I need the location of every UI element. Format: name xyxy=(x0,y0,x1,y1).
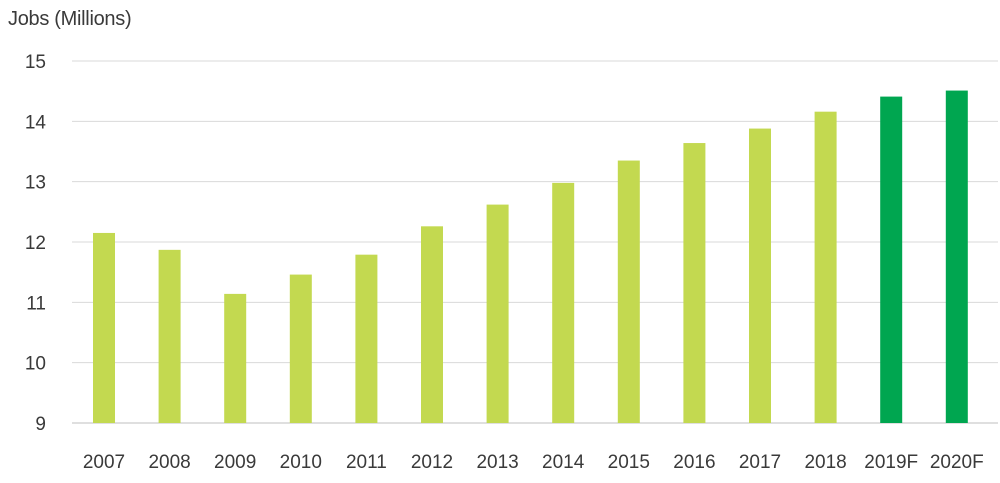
x-tick-label: 2008 xyxy=(148,452,190,473)
x-tick-label: 2014 xyxy=(542,452,585,473)
x-tick-label: 2019F xyxy=(864,452,918,473)
x-tick-label: 2020F xyxy=(930,452,984,473)
y-tick-label: 9 xyxy=(35,414,46,435)
bar-2014 xyxy=(552,182,575,423)
x-tick-label: 2010 xyxy=(280,452,322,473)
y-axis-ticks: 9 10 11 12 13 14 15 xyxy=(25,52,47,435)
y-tick-label: 15 xyxy=(25,52,46,73)
x-tick-label: 2009 xyxy=(214,452,256,473)
y-tick-label: 12 xyxy=(25,233,46,254)
bars xyxy=(93,90,968,424)
y-tick-label: 11 xyxy=(26,293,46,314)
bar-2019f xyxy=(880,96,903,423)
bar-2016 xyxy=(683,143,706,423)
bar-2013 xyxy=(486,204,509,423)
x-tick-label: 2016 xyxy=(673,452,715,473)
bar-2011 xyxy=(355,254,378,423)
bar-2015 xyxy=(617,160,640,424)
x-tick-label: 2012 xyxy=(411,452,453,473)
x-axis-ticks: 2007 2008 2009 2010 2011 2012 2013 2014 2015 2016… xyxy=(83,452,984,473)
x-tick-label: 2018 xyxy=(804,452,846,473)
x-tick-label: 2007 xyxy=(83,452,125,473)
bar-2018 xyxy=(814,111,837,424)
bar-2012 xyxy=(421,226,443,423)
x-tick-label: 2013 xyxy=(476,452,518,473)
y-tick-label: 10 xyxy=(25,354,46,375)
y-axis-label: Jobs (Millions) xyxy=(8,8,132,30)
gridlines xyxy=(72,60,998,424)
bar-2009 xyxy=(224,293,247,423)
bar-2020f xyxy=(945,90,968,424)
x-tick-label: 2015 xyxy=(608,452,650,473)
bar-2008 xyxy=(158,249,181,423)
y-tick-label: 13 xyxy=(25,173,46,194)
y-tick-label: 14 xyxy=(25,112,47,133)
x-tick-label: 2011 xyxy=(346,452,387,473)
bar-2010 xyxy=(289,274,312,423)
x-tick-label: 2017 xyxy=(739,452,781,473)
bar-2017 xyxy=(749,128,771,423)
bar-2007 xyxy=(93,232,115,423)
